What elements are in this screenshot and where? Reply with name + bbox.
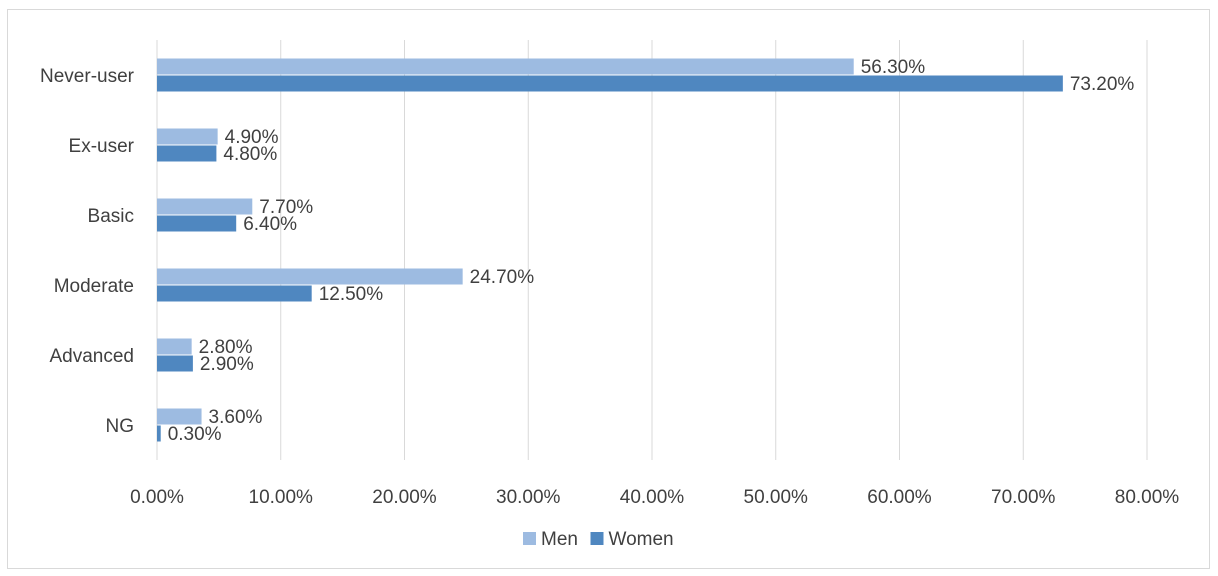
x-tick-label: 20.00% [372,487,437,508]
data-label: 7.70% [259,197,313,218]
data-labels: 56.30% 73.20% 4.90%4.80% 7.70%6.40% 24.70% 12… [168,57,1135,445]
data-label: 56.30% [861,57,926,78]
category-label: Advanced [49,346,134,367]
bar-women-basic [157,215,237,232]
x-axis-tick-labels: 0.00% 10.00% 20.00% 30.00% 40.00% 50.00% 60.00… [130,487,1179,508]
category-label: Basic [88,206,134,227]
data-label: 6.40% [243,214,297,235]
x-tick-label: 50.00% [744,487,809,508]
x-tick-label: 70.00% [991,487,1056,508]
bar-women-moderate [157,285,312,302]
data-label: 73.20% [1070,74,1135,95]
data-label: 2.80% [199,337,253,358]
bar-women-ng [157,425,161,442]
bar-men-moderate [157,268,463,285]
category-label: NG [106,416,135,437]
legend-swatch-women [590,532,604,545]
legend-swatch-men [523,532,536,545]
data-label: 4.90% [225,127,279,148]
x-tick-label: 10.00% [249,487,314,508]
data-label: 0.30% [168,424,222,445]
data-label: 2.90% [200,354,254,375]
x-tick-label: 80.00% [1115,487,1180,508]
bar-men-basic [157,198,253,215]
legend: Men Women [523,529,674,550]
x-tick-label: 40.00% [620,487,685,508]
category-label: Ex-user [69,136,135,157]
grid-lines [156,40,1148,460]
x-tick-label: 30.00% [496,487,561,508]
x-tick-label: 0.00% [130,487,184,508]
legend-label-men: Men [541,529,578,550]
category-label: Moderate [54,276,134,297]
bar-women-never-user [157,75,1063,92]
category-label: Never-user [40,66,135,87]
bars [157,58,1063,442]
bar-men-ex-user [157,128,218,145]
bar-men-ng [157,408,202,425]
bar-men-advanced [157,338,192,355]
category-labels: Never-user Ex-user Basic Moderate Advanced NG [40,66,135,437]
data-label: 4.80% [223,144,277,165]
x-tick-label: 60.00% [867,487,932,508]
bar-women-ex-user [157,145,217,162]
data-label: 12.50% [319,284,384,305]
bar-women-advanced [157,355,193,372]
data-label: 3.60% [209,407,263,428]
bar-men-never-user [157,58,854,75]
data-label: 24.70% [470,267,535,288]
legend-label-women: Women [609,529,674,550]
